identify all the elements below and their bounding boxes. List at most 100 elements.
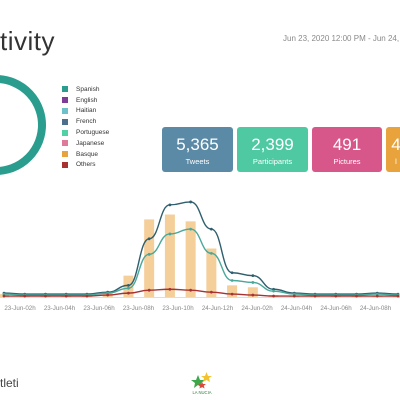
series-point[interactable] bbox=[127, 283, 130, 287]
legend-item[interactable]: Portuguese bbox=[62, 127, 109, 138]
series-point[interactable] bbox=[230, 292, 234, 296]
stat-value: 5,365 bbox=[176, 135, 219, 154]
legend-item[interactable]: Spanish bbox=[62, 84, 109, 95]
stat-value: 2,399 bbox=[251, 135, 294, 154]
series-point[interactable] bbox=[355, 294, 358, 298]
footer-text: tleti bbox=[0, 376, 19, 390]
stat-card[interactable]: 491 Pictures bbox=[312, 127, 382, 172]
series-point[interactable] bbox=[189, 227, 193, 231]
series-point[interactable] bbox=[375, 292, 379, 296]
series-point[interactable] bbox=[251, 274, 255, 278]
x-tick-label: 23-Jun-02h bbox=[4, 305, 36, 312]
legend-swatch bbox=[62, 129, 68, 136]
series-point[interactable] bbox=[106, 293, 110, 297]
legend-label: Portuguese bbox=[76, 129, 110, 137]
series-point[interactable] bbox=[230, 279, 234, 282]
series-point[interactable] bbox=[127, 291, 130, 295]
legend-item[interactable]: French bbox=[62, 116, 109, 127]
series-point[interactable] bbox=[44, 294, 47, 298]
series-point[interactable] bbox=[168, 203, 172, 207]
legend-item[interactable]: English bbox=[62, 95, 109, 106]
legend-item[interactable]: Haitian bbox=[62, 106, 109, 117]
series-point[interactable] bbox=[147, 288, 151, 292]
series-point[interactable] bbox=[2, 294, 6, 298]
stat-card[interactable]: 2,399 Participants bbox=[237, 127, 308, 172]
stat-value: 491 bbox=[332, 135, 362, 154]
legend-item[interactable]: Others bbox=[62, 160, 109, 171]
legend-swatch bbox=[62, 86, 68, 93]
series-point[interactable] bbox=[209, 290, 213, 294]
series-line[interactable] bbox=[3, 228, 399, 296]
legend-label: Basque bbox=[76, 150, 99, 158]
legend-label: English bbox=[76, 96, 98, 104]
chart-bar[interactable] bbox=[247, 287, 258, 297]
stat-label: Participants bbox=[252, 157, 293, 166]
series-point[interactable] bbox=[189, 288, 193, 292]
chart-bar[interactable] bbox=[164, 214, 175, 297]
chart-bar[interactable] bbox=[185, 221, 196, 297]
stat-value: 4 bbox=[391, 135, 400, 154]
series-point[interactable] bbox=[189, 200, 193, 204]
series-point[interactable] bbox=[147, 237, 151, 241]
series-point[interactable] bbox=[85, 294, 89, 298]
legend-label: French bbox=[76, 118, 97, 126]
donut-segment[interactable] bbox=[0, 75, 46, 175]
series-point[interactable] bbox=[251, 293, 255, 297]
activity-chart: 23-Jun-02h 23-Jun-04h 23-Jun-06h 23-Jun-08h… bbox=[0, 200, 400, 312]
series-point[interactable] bbox=[313, 294, 317, 298]
legend-label: Spanish bbox=[76, 85, 100, 93]
legend-swatch bbox=[62, 161, 68, 168]
stat-card[interactable]: 5,365 Tweets bbox=[162, 127, 233, 172]
la-nucia-logo: LA NUCIA bbox=[191, 372, 212, 395]
series-point[interactable] bbox=[106, 291, 110, 295]
series-point[interactable] bbox=[292, 294, 296, 298]
series-point[interactable] bbox=[334, 294, 338, 298]
series-point[interactable] bbox=[272, 289, 275, 293]
series-point[interactable] bbox=[272, 294, 275, 298]
stat-label: Tweets bbox=[185, 157, 210, 166]
series-point[interactable] bbox=[64, 294, 68, 298]
legend-swatch bbox=[62, 140, 68, 147]
series-point[interactable] bbox=[272, 287, 275, 291]
x-tick-label: 24-Jun-06h bbox=[320, 305, 352, 312]
x-tick-label: 23-Jun-08h bbox=[123, 305, 155, 312]
legend-swatch bbox=[62, 118, 68, 125]
chart-bar[interactable] bbox=[144, 219, 155, 297]
legend-item[interactable]: Japanese bbox=[62, 138, 109, 149]
chart-bar[interactable] bbox=[206, 248, 217, 298]
series-point[interactable] bbox=[209, 227, 213, 231]
legend-label: Others bbox=[76, 161, 96, 169]
series-point[interactable] bbox=[2, 292, 6, 296]
series-point[interactable] bbox=[23, 294, 27, 298]
stat-label: Pictures bbox=[333, 157, 361, 166]
stat-label: l bbox=[395, 157, 397, 166]
series-point[interactable] bbox=[375, 294, 379, 298]
legend-swatch bbox=[62, 97, 68, 104]
series-point[interactable] bbox=[127, 286, 130, 290]
series-line[interactable] bbox=[3, 201, 399, 295]
legend-swatch bbox=[62, 151, 68, 158]
x-tick-label: 24-Jun-12h bbox=[202, 305, 234, 312]
series-point[interactable] bbox=[168, 287, 172, 291]
x-tick-label: 23-Jun-06h bbox=[83, 305, 115, 312]
language-legend: Spanish English Haitian French Portuguese Jap… bbox=[62, 84, 109, 170]
date-range: Jun 23, 2020 12:00 PM - Jun 24, bbox=[283, 34, 400, 43]
chart-bar[interactable] bbox=[227, 285, 238, 297]
legend-item[interactable]: Basque bbox=[62, 149, 109, 160]
series-point[interactable] bbox=[147, 252, 151, 256]
legend-label: Japanese bbox=[76, 139, 105, 147]
legend-swatch bbox=[62, 107, 68, 114]
x-tick-label: 24-Jun-08h bbox=[360, 305, 392, 312]
series-point[interactable] bbox=[230, 271, 234, 275]
series-line[interactable] bbox=[3, 288, 398, 297]
x-tick-label: 24-Jun-02h bbox=[241, 305, 273, 312]
series-point[interactable] bbox=[168, 232, 172, 236]
series-point[interactable] bbox=[251, 281, 255, 284]
series-point[interactable] bbox=[209, 251, 213, 255]
x-tick-label: 23-Jun-10h bbox=[162, 305, 194, 312]
x-tick-label: 23-Jun-04h bbox=[44, 305, 76, 312]
legend-label: Haitian bbox=[76, 107, 97, 115]
series-point[interactable] bbox=[396, 294, 400, 298]
series-point[interactable] bbox=[292, 292, 296, 296]
